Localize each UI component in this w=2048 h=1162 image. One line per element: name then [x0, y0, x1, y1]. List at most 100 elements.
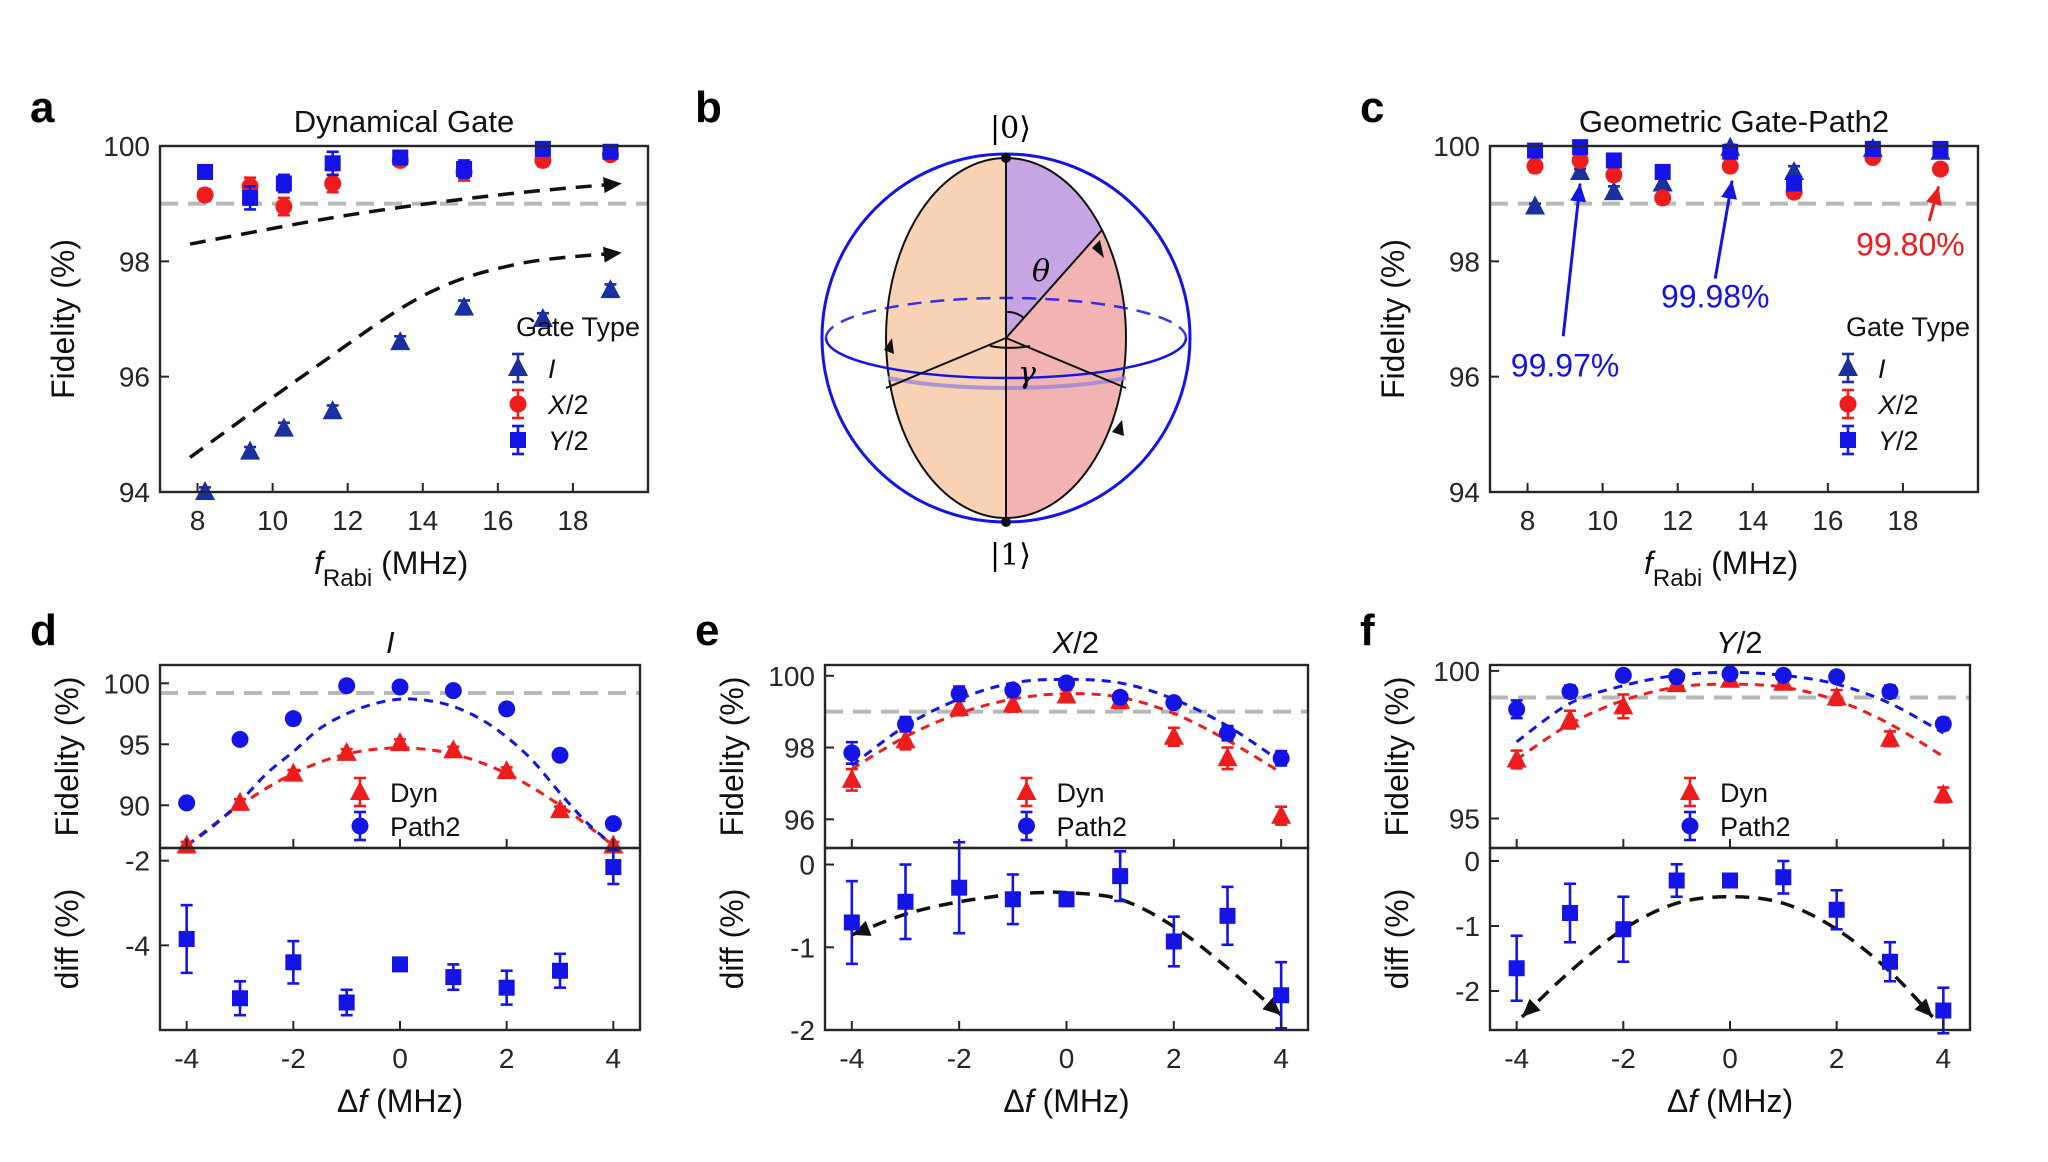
legend-marker: [1838, 357, 1858, 376]
legend-item-symbol: Y: [548, 426, 568, 456]
x-tick-label: 16: [482, 505, 513, 536]
series-diff-point: [843, 914, 860, 931]
series-path2-point: [1058, 674, 1075, 692]
series-path2-point: [1004, 681, 1022, 699]
series-I-point: [240, 440, 261, 460]
series-path2-point: [178, 794, 196, 812]
y-top-tick-label: 96: [784, 804, 815, 835]
bloch-north-pole: [1001, 153, 1011, 163]
series-Y-2-point: [534, 140, 551, 157]
series-dyn-point: [550, 799, 570, 819]
y-axis-label-top: Fidelity (%): [1379, 676, 1415, 836]
series-path2-point: [1614, 666, 1632, 684]
y-bottom-tick-label: -1: [1455, 911, 1480, 942]
series-I-point: [1784, 160, 1805, 180]
series-dyn-point: [1217, 747, 1238, 767]
chart-c: 99.97% 99.98% 99.80% 8 10 12 14 16 18 94 96 98 100 Ge…: [1375, 104, 1980, 592]
legend-item: Path2: [1720, 812, 1791, 842]
chart-title-suffix: /2: [1073, 625, 1099, 660]
panel-label-d: d: [30, 606, 57, 655]
y-axis-label: Fidelity (%): [45, 239, 81, 399]
x-axis-label-unit: (MHz): [372, 545, 468, 581]
panel-label-c: c: [1360, 83, 1384, 132]
legend-marker: [1016, 781, 1037, 800]
series-diff-point: [1219, 907, 1236, 924]
chart-d: 90 95 100 I Dyn Path2 Fidelity (%) -4 -2 0 2 4 -4 -2 d…: [49, 625, 642, 1119]
bloch-south-pole: [1001, 517, 1011, 527]
x-axis-label-subscript: Rabi: [1653, 565, 1702, 592]
series-diff-point: [1004, 891, 1021, 908]
series-dyn-point: [949, 697, 970, 717]
annotation-label: 99.80%: [1856, 227, 1965, 263]
x-tick-label: 2: [1166, 1043, 1182, 1074]
annotation-arrow-line: [1561, 183, 1582, 337]
legend-item: Path2: [1057, 812, 1128, 842]
series-dyn-point: [283, 762, 304, 782]
x-tick-label: 8: [1520, 505, 1536, 536]
y-bottom-tick-label: -2: [125, 846, 150, 877]
x-tick-label: 14: [407, 505, 438, 536]
bloch-radius-left: [885, 337, 1007, 389]
series-diff-point: [392, 956, 408, 973]
x-axis-label-unit: (MHz): [1034, 1083, 1130, 1119]
series-dyn-point: [230, 791, 250, 811]
series-diff-point: [1828, 901, 1845, 918]
series-I-point: [1570, 160, 1591, 180]
series-X-2-point: [1571, 151, 1589, 169]
chart-title-symbol: I: [386, 625, 395, 660]
series-Y-2-point: [392, 149, 409, 166]
series-dyn-point: [1880, 727, 1900, 747]
legend-item: Y/2: [548, 426, 589, 456]
annotation-arrow-head: [1721, 180, 1737, 200]
y-top-tick-label: 90: [119, 790, 150, 821]
legend-item-symbol: X: [547, 390, 567, 420]
y-bottom-tick-label: 0: [799, 850, 815, 881]
legend-title: Gate Type: [1846, 312, 1970, 342]
chart-title: I: [386, 625, 395, 660]
x-axis-label: fRabi (MHz): [314, 545, 468, 592]
legend-marker: [1839, 395, 1857, 413]
series-path2-point: [551, 746, 569, 764]
bloch-theta-arc: [1005, 310, 1025, 319]
series-diff-point: [1165, 933, 1182, 950]
series-X-2-point: [1721, 157, 1739, 175]
y-bottom-tick-label: -2: [790, 1015, 815, 1046]
y-top-tick-label: 95: [119, 729, 150, 760]
series-X-2-point: [196, 186, 214, 204]
chart-title: Geometric Gate-Path2: [1579, 104, 1889, 139]
y-top-tick-label: 100: [768, 661, 815, 692]
y-top-tick-label: 95: [1449, 803, 1480, 834]
annotation-arrow-head: [1926, 186, 1942, 206]
series-dyn-point: [1933, 783, 1954, 803]
series-Y-2-point: [197, 163, 214, 180]
series-path2-point: [1165, 694, 1183, 712]
series-diff-point: [178, 931, 195, 947]
x-tick-label: 8: [190, 505, 206, 536]
series-diff-point: [897, 893, 914, 910]
series-Y-2-point: [1605, 152, 1622, 169]
series-path2-point: [843, 744, 861, 762]
x-tick-label: 2: [499, 1043, 515, 1074]
panel-label-f: f: [1360, 606, 1375, 655]
series-I-point: [454, 296, 475, 316]
y-tick-label: 98: [1449, 246, 1480, 277]
legend-marker: [350, 781, 370, 800]
series-path2-point: [604, 815, 622, 833]
y-axis-label-bottom: diff (%): [714, 889, 750, 990]
series-diff-point: [498, 979, 515, 996]
chart-f: 95 100 Y/2 Dyn Path2 Fidelity (%) -4 -2 0 2 4 -2 -1 0…: [1379, 625, 1972, 1119]
x-tick-label: -2: [281, 1043, 306, 1074]
bloch-sphere-diagram: |0⟩ |1⟩ θ γ: [820, 111, 1192, 573]
legend-marker: [1681, 817, 1699, 835]
legend-item-symbol: I: [548, 354, 556, 384]
y-bottom-tick-label: -2: [1455, 976, 1480, 1007]
series-I-point: [390, 331, 411, 351]
x-axis-label-unit: (MHz): [367, 1083, 463, 1119]
series-path2-point: [1934, 715, 1952, 733]
legend-item-suffix: /2: [566, 426, 589, 456]
series-diff-point: [605, 859, 622, 876]
series-diff-point: [1058, 891, 1075, 908]
series-Y-2-point: [1722, 143, 1739, 160]
x-axis-label: Δf (MHz): [1003, 1083, 1129, 1119]
x-axis-label-delta: Δ: [337, 1083, 358, 1119]
